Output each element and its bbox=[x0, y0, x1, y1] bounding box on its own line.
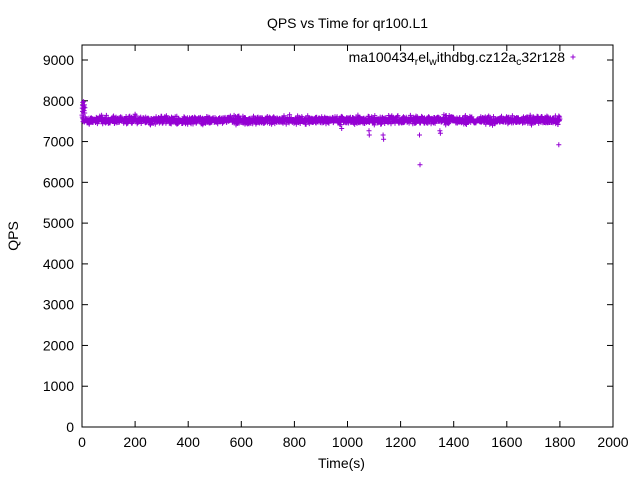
scatter-plus-markers bbox=[79, 99, 563, 168]
x-tick-label: 0 bbox=[78, 434, 86, 450]
legend-label-subscript: r bbox=[415, 56, 419, 68]
y-axis-label: QPS bbox=[5, 221, 21, 251]
x-tick-label: 200 bbox=[123, 434, 147, 450]
y-tick-label: 2000 bbox=[43, 337, 74, 353]
legend-label-segment: ma100434 bbox=[349, 49, 415, 65]
x-tick-label: 800 bbox=[283, 434, 307, 450]
legend: ma100434relwithdbg.cz12ac32r128 bbox=[349, 49, 576, 68]
y-tick-label: 0 bbox=[66, 419, 74, 435]
x-axis-ticks: 0 200 400 600 800 1000 1200 1400 1600 1800 2000 bbox=[78, 45, 629, 450]
y-tick-label: 1000 bbox=[43, 378, 74, 394]
y-tick-label: 9000 bbox=[43, 52, 74, 68]
y-tick-label: 5000 bbox=[43, 215, 74, 231]
y-tick-label: 3000 bbox=[43, 297, 74, 313]
x-tick-label: 400 bbox=[177, 434, 201, 450]
x-tick-label: 1400 bbox=[438, 434, 469, 450]
x-tick-label: 1200 bbox=[385, 434, 416, 450]
legend-point-marker bbox=[570, 54, 576, 60]
y-axis-ticks: 0 1000 2000 3000 4000 5000 6000 7000 8000 9000 bbox=[43, 52, 613, 435]
legend-label-subscript: w bbox=[428, 56, 437, 68]
legend-label-segment: 32r128 bbox=[521, 49, 565, 65]
legend-label-segment: el bbox=[418, 49, 429, 65]
legend-label: ma100434relwithdbg.cz12ac32r128 bbox=[349, 49, 566, 68]
legend-label-subscript: c bbox=[516, 56, 521, 68]
data-points bbox=[79, 99, 563, 168]
x-tick-label: 2000 bbox=[597, 434, 628, 450]
y-tick-label: 8000 bbox=[43, 93, 74, 109]
y-tick-label: 6000 bbox=[43, 174, 74, 190]
x-tick-label: 1600 bbox=[491, 434, 522, 450]
y-tick-label: 7000 bbox=[43, 134, 74, 150]
x-axis-label: Time(s) bbox=[318, 455, 365, 471]
y-tick-label: 4000 bbox=[43, 256, 74, 272]
x-tick-label: 1800 bbox=[544, 434, 575, 450]
x-tick-label: 600 bbox=[230, 434, 254, 450]
chart-title: QPS vs Time for qr100.L1 bbox=[267, 15, 428, 31]
x-tick-label: 1000 bbox=[332, 434, 363, 450]
legend-label-segment: ithdbg.cz12a bbox=[437, 49, 517, 65]
